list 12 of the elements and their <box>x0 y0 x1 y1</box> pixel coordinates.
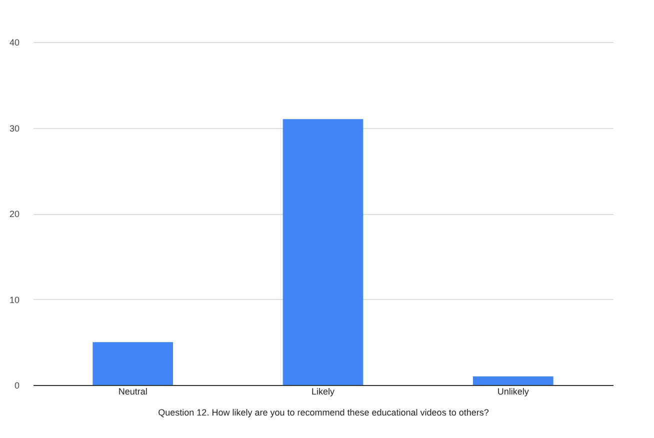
y-tick-label: 20 <box>9 209 20 219</box>
x-tick-label: Likely <box>311 386 335 396</box>
y-tick-label: 10 <box>9 294 20 305</box>
x-tick-label: Neutral <box>118 386 148 396</box>
y-tick-label: 0 <box>14 380 20 390</box>
bar <box>472 376 554 385</box>
bar <box>92 342 174 385</box>
bar <box>282 119 364 385</box>
y-tick-label: 40 <box>9 38 20 48</box>
x-axis-title: Question 12. How likely are you to recommend these educational videos to others? <box>158 408 489 418</box>
y-tick-label: 30 <box>9 123 20 134</box>
x-tick-label: Unlikely <box>497 386 530 396</box>
